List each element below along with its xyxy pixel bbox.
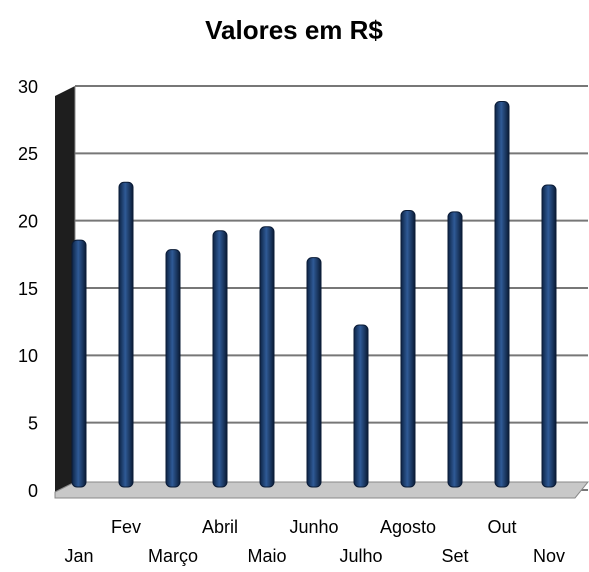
- bar: [259, 226, 275, 488]
- x-tick-label: Junho: [289, 517, 338, 537]
- x-tick-label: Maio: [247, 546, 286, 566]
- chart-title: Valores em R$: [205, 15, 383, 45]
- y-tick-label: 10: [18, 346, 38, 366]
- x-tick-label: Fev: [111, 517, 141, 537]
- y-tick-label: 30: [18, 77, 38, 97]
- x-tick-label: Julho: [339, 546, 382, 566]
- x-tick-label: Out: [487, 517, 516, 537]
- bar: [306, 257, 322, 488]
- bar: [353, 324, 369, 488]
- bar: [71, 239, 87, 488]
- x-tick-label: Agosto: [380, 517, 436, 537]
- x-tick-label: Jan: [64, 546, 93, 566]
- y-tick-label: 0: [28, 481, 38, 501]
- side-wall: [55, 86, 75, 492]
- y-tick-label: 5: [28, 413, 38, 433]
- bar: [541, 184, 557, 488]
- bar: [212, 230, 228, 488]
- x-tick-label: Março: [148, 546, 198, 566]
- x-tick-label: Set: [441, 546, 468, 566]
- bar: [118, 181, 134, 488]
- bar: [400, 210, 416, 488]
- y-tick-label: 15: [18, 279, 38, 299]
- x-tick-label: Nov: [533, 546, 565, 566]
- x-tick-label: Abril: [202, 517, 238, 537]
- bar: [447, 211, 463, 488]
- y-tick-label: 25: [18, 144, 38, 164]
- bar: [494, 100, 510, 488]
- y-tick-label: 20: [18, 211, 38, 231]
- bar: [165, 249, 181, 488]
